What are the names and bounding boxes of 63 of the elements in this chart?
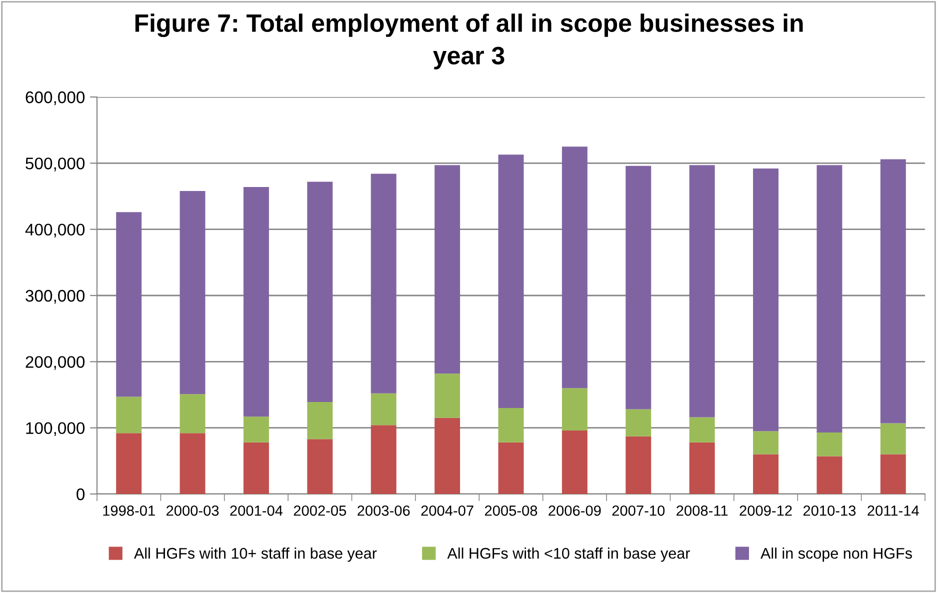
bar [243, 416, 269, 442]
y-tick-label: 600,000 [26, 91, 85, 106]
y-tick-label: 400,000 [25, 224, 85, 238]
x-tick-label: 2009-12 [740, 505, 792, 516]
bar [434, 418, 460, 494]
x-tick-label: 2008-11 [676, 505, 728, 516]
x-tick-label: 2007-10 [612, 505, 665, 516]
x-tick-label: 1998-01 [103, 505, 155, 516]
bar [753, 454, 779, 494]
bar [180, 190, 206, 394]
bar [370, 393, 396, 426]
bar [180, 433, 206, 494]
bar [116, 433, 142, 494]
chart-title: Figure 7: Total employment of all in scope businesses in year 3 [135, 14, 803, 70]
bar [562, 146, 588, 388]
bar [626, 166, 652, 410]
legend-label: All in scope non HGFs [760, 548, 912, 562]
bar [753, 431, 779, 454]
bar [626, 436, 652, 494]
x-tick-label: 2002-05 [294, 505, 346, 516]
bar [116, 396, 142, 434]
legend-label: All HGFs with 10+ staff in base year [134, 548, 377, 562]
y-tick-label: 300,000 [26, 290, 85, 304]
bar [243, 186, 269, 417]
legend-label: All HGFs with <10 staff in base year [447, 548, 690, 562]
bar [689, 165, 715, 418]
bar [816, 165, 842, 432]
bar [880, 159, 906, 424]
bar [753, 168, 779, 432]
bar [689, 417, 715, 442]
x-tick-label: 2010-13 [803, 505, 856, 516]
bar [434, 165, 460, 374]
bar [689, 442, 715, 494]
bar [562, 388, 588, 430]
x-tick-label: 2004-07 [421, 505, 474, 516]
bar [562, 430, 588, 494]
x-tick-label: 2011-14 [868, 505, 919, 516]
bar [880, 423, 906, 454]
bar [370, 174, 396, 394]
bar [498, 408, 524, 442]
y-tick-label: 0 [76, 488, 85, 500]
bar [116, 212, 142, 397]
bar [307, 402, 333, 440]
bar [180, 394, 206, 434]
bar [434, 374, 460, 418]
y-tick-label: 200,000 [26, 356, 85, 370]
bar [880, 454, 906, 494]
x-tick-label: 2001-04 [230, 505, 283, 516]
x-tick-label: 2003-06 [358, 505, 410, 516]
y-tick-label: 100,000 [26, 422, 85, 436]
bar [307, 182, 333, 402]
bar [498, 442, 524, 494]
bar [816, 432, 842, 456]
x-tick-label: 2000-03 [166, 505, 219, 516]
x-tick-label: 2005-08 [484, 505, 538, 516]
y-tick-label: 500,000 [26, 158, 85, 172]
x-tick-label: 2006-09 [548, 505, 601, 516]
bar [626, 409, 652, 436]
bar [243, 442, 269, 494]
bar [307, 439, 333, 494]
bar [370, 425, 396, 494]
bar [498, 154, 524, 408]
bar [816, 456, 842, 494]
